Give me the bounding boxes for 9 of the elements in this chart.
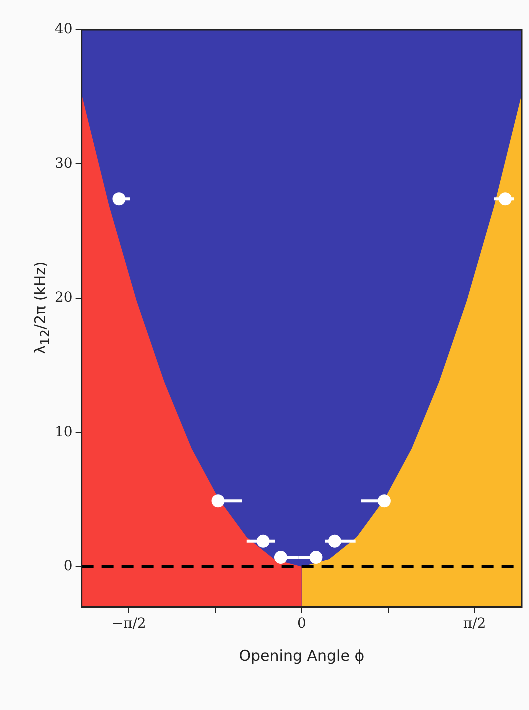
y-tick-label: 40 xyxy=(54,22,73,38)
x-tick-label: −π/2 xyxy=(112,616,146,632)
y-tick-label: 30 xyxy=(54,156,73,172)
x-tick-label: 0 xyxy=(297,616,306,632)
x-axis-title: Opening Angle ϕ xyxy=(239,646,365,665)
y-tick-label: 20 xyxy=(54,290,73,306)
y-tick-label: 0 xyxy=(64,558,73,575)
x-tick-label: π/2 xyxy=(463,616,486,632)
y-tick-label: 10 xyxy=(54,424,73,440)
